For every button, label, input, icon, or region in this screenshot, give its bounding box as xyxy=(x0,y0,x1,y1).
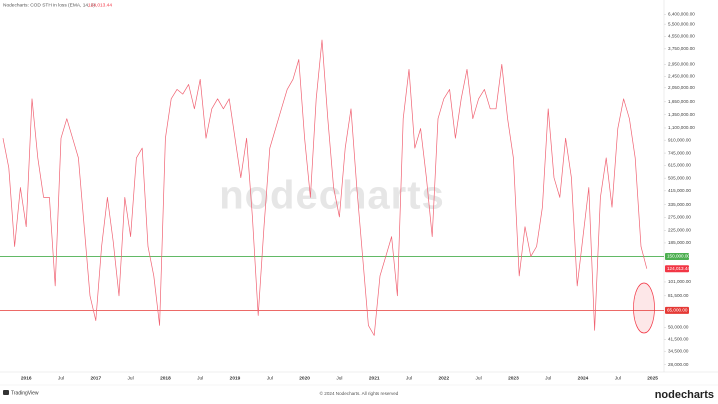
platform-name: TradingView xyxy=(11,390,39,396)
x-tick-label: Jul xyxy=(267,375,273,381)
x-tick-label: 2024 xyxy=(578,375,589,381)
y-tick-label: 1,350,000.00 xyxy=(668,112,695,117)
y-tick-label: 4,550,000.00 xyxy=(668,34,695,39)
x-tick-label: 2023 xyxy=(508,375,519,381)
x-tick-label: 2025 xyxy=(647,375,658,381)
x-tick-label: 2020 xyxy=(299,375,310,381)
y-tick-label: 50,000.00 xyxy=(668,325,689,330)
y-tick-label: 415,000.00 xyxy=(668,188,691,193)
tradingview-logo: TradingView xyxy=(3,390,39,396)
x-tick-label: Jul xyxy=(406,375,412,381)
y-tick-label: 745,000.00 xyxy=(668,150,691,155)
tv-icon xyxy=(3,390,9,395)
x-tick-label: 2018 xyxy=(160,375,171,381)
y-tick-label: 28,000.00 xyxy=(668,362,689,367)
y-tick-label: 2,950,000.00 xyxy=(668,62,695,67)
y-tick-label: 101,000.00 xyxy=(668,279,691,284)
x-tick-label: Jul xyxy=(128,375,134,381)
last-value-label: 124,013.44 xyxy=(667,266,690,271)
x-tick-label: Jul xyxy=(58,375,64,381)
y-tick-label: 81,500.00 xyxy=(668,293,689,298)
x-tick-label: 2021 xyxy=(369,375,380,381)
y-tick-label: 275,000.00 xyxy=(668,215,691,220)
y-tick-label: 505,000.00 xyxy=(668,175,691,180)
x-tick-label: 2016 xyxy=(21,375,32,381)
x-tick-label: Jul xyxy=(476,375,482,381)
y-tick-label: 615,000.00 xyxy=(668,163,691,168)
y-tick-label: 5,500,000.00 xyxy=(668,21,695,26)
y-tick-label: 335,000.00 xyxy=(668,202,691,207)
level-label: 65,000.00 xyxy=(667,308,688,313)
data-line xyxy=(2,39,648,336)
x-tick-label: 2017 xyxy=(90,375,101,381)
x-tick-label: Jul xyxy=(615,375,621,381)
x-tick-label: 2022 xyxy=(438,375,449,381)
x-tick-label: Jul xyxy=(197,375,203,381)
level-tag xyxy=(665,306,689,314)
y-tick-label: 6,400,000.00 xyxy=(668,12,695,17)
x-tick-label: 2019 xyxy=(230,375,241,381)
footer: © 2024 Nodecharts. All rights reserved xyxy=(320,390,399,396)
level-label: 150,000.00 xyxy=(667,254,690,259)
watermark: nodecharts xyxy=(219,174,445,218)
y-tick-label: 185,000.00 xyxy=(668,240,691,245)
x-tick-label: Jul xyxy=(336,375,342,381)
y-tick-label: 1,100,000.00 xyxy=(668,125,695,130)
highlight-ellipse xyxy=(633,282,655,334)
y-tick-label: 34,500.00 xyxy=(668,348,689,353)
level-tag xyxy=(665,252,689,260)
legend-value: 124,013.44 xyxy=(88,2,112,8)
y-tick-label: 41,500.00 xyxy=(668,337,689,342)
x-tick-label: Jul xyxy=(545,375,551,381)
y-tick-label: 225,000.00 xyxy=(668,228,691,233)
brand-logo: nodecharts xyxy=(655,389,714,401)
y-tick-label: 3,750,000.00 xyxy=(668,46,695,51)
y-tick-label: 2,450,000.00 xyxy=(668,74,695,79)
y-tick-label: 910,000.00 xyxy=(668,137,691,142)
y-tick-label: 2,050,000.00 xyxy=(668,85,695,90)
y-tick-label: 1,650,000.00 xyxy=(668,99,695,104)
chart-title: Nodecharts: COD STH in loss (EMA, 14, 0) xyxy=(3,2,95,8)
last-value-tag xyxy=(665,265,689,273)
